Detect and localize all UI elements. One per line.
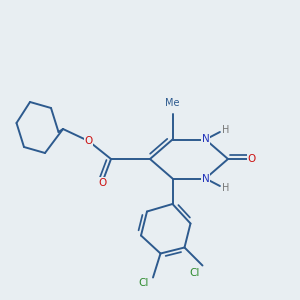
Text: Cl: Cl bbox=[139, 278, 149, 289]
Text: Cl: Cl bbox=[190, 268, 200, 278]
Text: H: H bbox=[222, 183, 230, 194]
Text: N: N bbox=[202, 134, 209, 145]
Text: O: O bbox=[84, 136, 93, 146]
Text: N: N bbox=[202, 173, 209, 184]
Text: H: H bbox=[222, 124, 230, 135]
Text: O: O bbox=[248, 154, 256, 164]
Text: O: O bbox=[98, 178, 106, 188]
Text: Me: Me bbox=[165, 98, 180, 108]
